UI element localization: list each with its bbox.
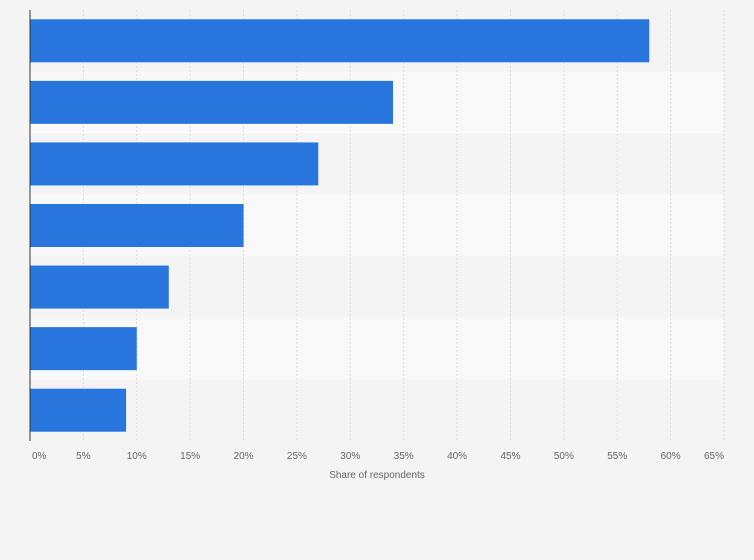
x-tick-label: 15% <box>180 451 200 462</box>
bar <box>30 327 137 371</box>
x-tick-label: 0% <box>32 451 47 462</box>
row-band <box>30 379 724 441</box>
x-tick-label: 65% <box>704 451 724 462</box>
x-tick-label: 35% <box>394 451 414 462</box>
bar <box>30 80 394 124</box>
x-tick-label: 10% <box>127 451 147 462</box>
x-tick-labels: 0% 5% 10% 15% 20% 25% 30% 35% 40% 45% 50% 55% 60% 65% <box>32 451 724 462</box>
x-tick-label: 30% <box>340 451 360 462</box>
x-tick-label: 60% <box>661 451 681 462</box>
bar <box>30 265 169 309</box>
x-tick-label: 45% <box>500 451 520 462</box>
x-tick-label: 40% <box>447 451 467 462</box>
x-tick-label: 5% <box>76 451 91 462</box>
row-band <box>30 317 724 380</box>
x-axis-title: Share of respondents <box>329 470 425 481</box>
x-tick-label: 50% <box>554 451 574 462</box>
x-tick-label: 55% <box>607 451 627 462</box>
x-tick-label: 25% <box>287 451 307 462</box>
x-tick-label: 20% <box>234 451 254 462</box>
bar <box>30 19 650 63</box>
bar <box>30 142 319 186</box>
bars <box>30 19 650 432</box>
bar <box>30 204 244 247</box>
bar <box>30 388 127 432</box>
